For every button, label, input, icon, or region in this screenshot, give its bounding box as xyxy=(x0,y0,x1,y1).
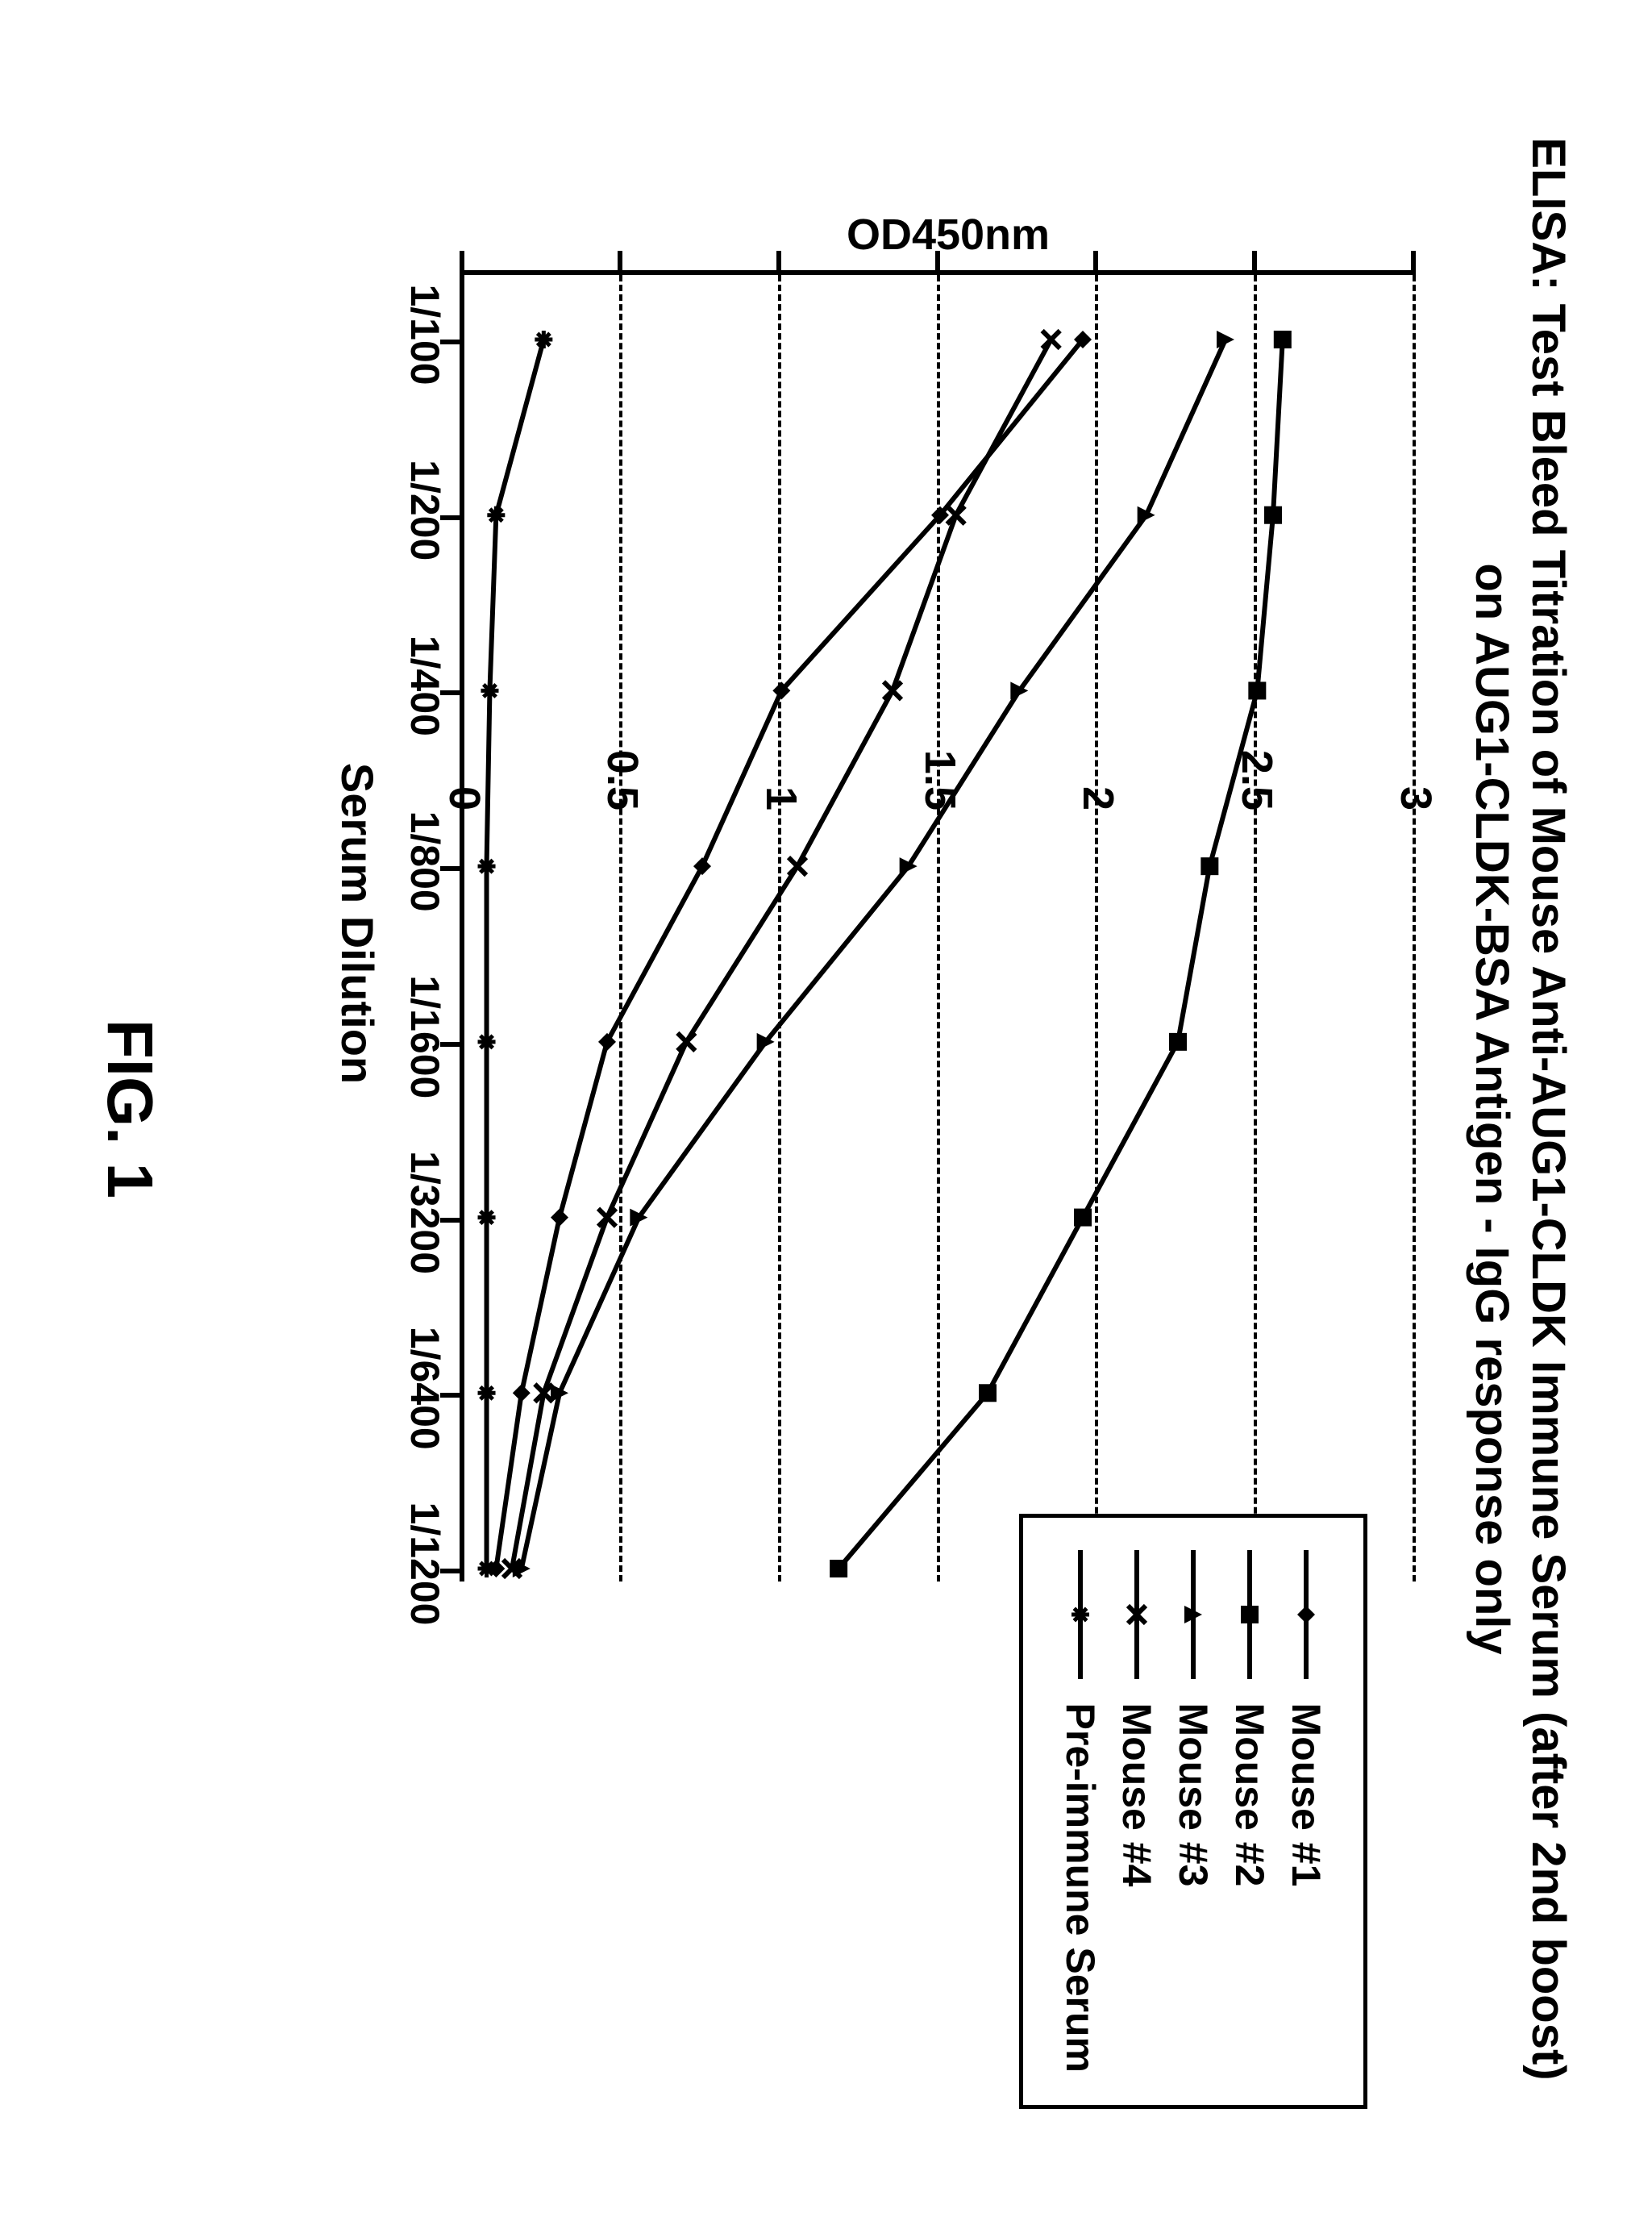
x-tick-label: 1/3200 xyxy=(401,1151,447,1274)
legend-label: Pre-immune Serum xyxy=(1056,1702,1103,2072)
chart-area: OD450nm Serum Dilution Mouse #1Mouse #2M… xyxy=(302,60,1431,2157)
y-tick xyxy=(776,251,781,275)
y-tick xyxy=(1410,251,1415,275)
legend-label: Mouse #4 xyxy=(1113,1702,1159,1886)
legend-label: Mouse #3 xyxy=(1169,1702,1216,1886)
plot-region xyxy=(459,270,1415,1581)
y-tick-label: 2 xyxy=(1073,786,1123,810)
y-tick xyxy=(459,251,464,275)
legend-swatch xyxy=(1120,1549,1152,1678)
y-tick-label: 0.5 xyxy=(597,749,647,810)
legend-item: Mouse #4 xyxy=(1113,1549,1159,2072)
y-tick-label: 1.5 xyxy=(914,749,964,810)
legend-swatch xyxy=(1176,1549,1209,1678)
x-tick-label: 1/1600 xyxy=(401,975,447,1098)
series-line xyxy=(521,340,1225,1569)
chart-title: ELISA: Test Bleed Titration of Mouse Ant… xyxy=(1463,60,1575,2157)
y-tick-label: 2.5 xyxy=(1232,749,1282,810)
x-axis-title: Serum Dilution xyxy=(331,270,383,1577)
x-tick-label: 1/400 xyxy=(401,635,447,736)
y-tick-label: 1 xyxy=(756,786,806,810)
grid-line xyxy=(936,275,939,1581)
figure-caption: FIG. 1 xyxy=(93,60,167,2157)
figure-rotated-wrap: ELISA: Test Bleed Titration of Mouse Ant… xyxy=(60,60,1592,2157)
legend-item: Mouse #2 xyxy=(1225,1549,1272,2072)
legend-item: Pre-immune Serum xyxy=(1056,1549,1103,2072)
y-axis-title: OD450nm xyxy=(846,210,1049,260)
legend-box: Mouse #1Mouse #2Mouse #3Mouse #4Pre-immu… xyxy=(1018,1513,1367,2108)
y-tick-label: 0 xyxy=(439,786,489,810)
page: ELISA: Test Bleed Titration of Mouse Ant… xyxy=(0,0,1652,2217)
grid-line xyxy=(778,275,781,1581)
legend-swatch xyxy=(1289,1549,1321,1678)
legend-swatch xyxy=(1063,1549,1096,1678)
y-tick xyxy=(934,251,939,275)
grid-line xyxy=(1095,275,1098,1581)
legend-swatch xyxy=(1233,1549,1265,1678)
y-tick xyxy=(618,251,622,275)
legend-label: Mouse #2 xyxy=(1225,1702,1272,1886)
series-line xyxy=(838,340,1282,1569)
legend-item: Mouse #1 xyxy=(1282,1549,1329,2072)
x-tick-label: 1/100 xyxy=(401,284,447,385)
x-tick-label: 1/800 xyxy=(401,811,447,911)
grid-line xyxy=(1254,275,1257,1581)
x-tick-label: 1/200 xyxy=(401,460,447,561)
x-tick-label: 1/6400 xyxy=(401,1326,447,1449)
grid-line xyxy=(1412,275,1415,1581)
legend-item: Mouse #3 xyxy=(1169,1549,1216,2072)
x-tick-label: 1/1200 xyxy=(401,1502,447,1625)
y-tick xyxy=(1252,251,1257,275)
y-tick-label: 3 xyxy=(1390,786,1440,810)
y-tick xyxy=(1093,251,1098,275)
legend-label: Mouse #1 xyxy=(1282,1702,1329,1886)
grid-line xyxy=(619,275,622,1581)
